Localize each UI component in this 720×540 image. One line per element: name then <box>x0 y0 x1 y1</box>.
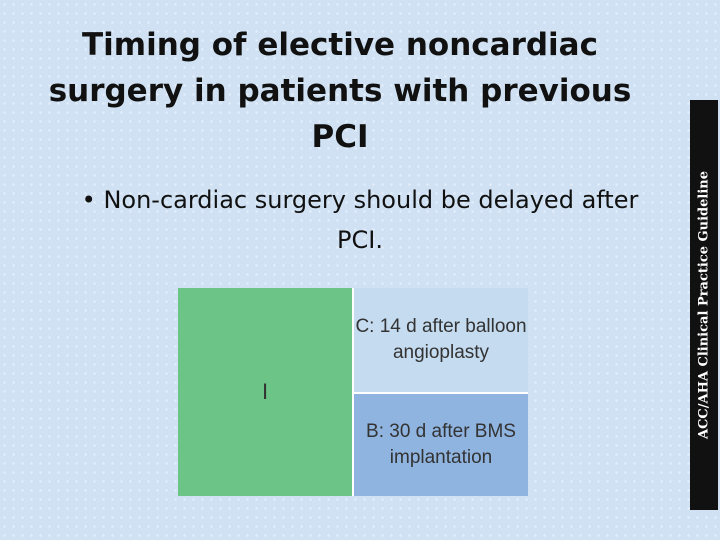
sidebar: ACC/AHA Clinical Practice Guideline <box>690 100 718 510</box>
row-cell: C: 14 d after balloon angioplasty <box>354 288 528 392</box>
title: Timing of elective noncardiac surgery in… <box>48 27 632 155</box>
bullet: Non-cardiac surgery should be delayed af… <box>60 180 660 260</box>
row-cell: B: 30 d after BMS implantation <box>354 394 528 496</box>
class-cell: I <box>178 288 352 496</box>
recommendation-table: I C: 14 d after balloon angioplasty B: 3… <box>178 288 528 496</box>
sidebar-text: ACC/AHA Clinical Practice Guideline <box>696 171 712 439</box>
